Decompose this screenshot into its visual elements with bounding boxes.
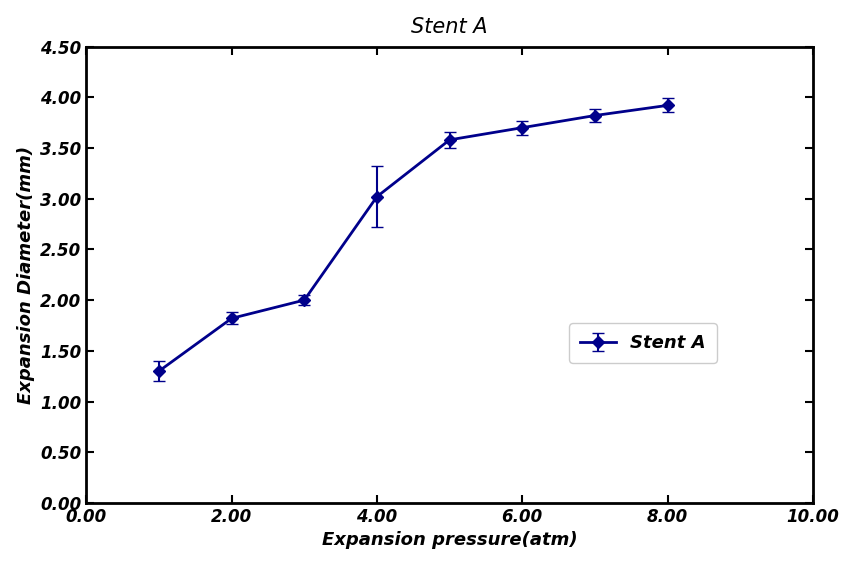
X-axis label: Expansion pressure(atm): Expansion pressure(atm) [322,531,578,550]
Legend: Stent A: Stent A [569,323,716,363]
Title: Stent A: Stent A [412,16,488,37]
Y-axis label: Expansion Diameter(mm): Expansion Diameter(mm) [16,145,34,404]
